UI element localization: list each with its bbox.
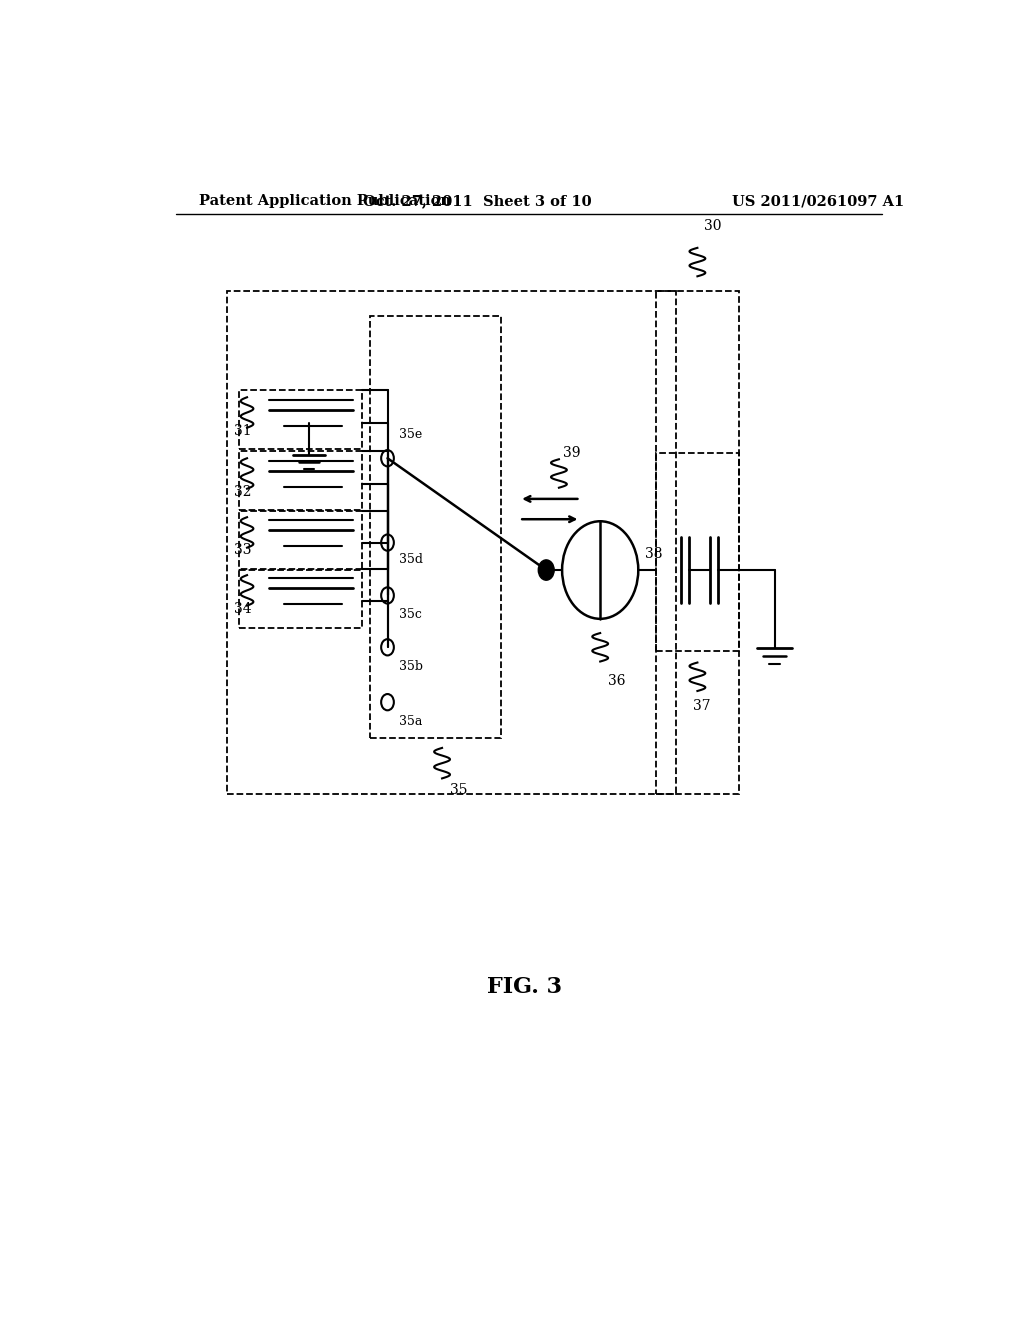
Text: Patent Application Publication: Patent Application Publication: [200, 194, 452, 209]
Text: FIG. 3: FIG. 3: [487, 975, 562, 998]
Text: 30: 30: [703, 219, 721, 232]
Text: 38: 38: [645, 546, 663, 561]
Text: 31: 31: [233, 424, 251, 438]
Circle shape: [539, 560, 554, 581]
Text: 32: 32: [233, 484, 251, 499]
Bar: [240, 391, 362, 449]
Text: 35d: 35d: [399, 553, 423, 566]
Bar: [240, 451, 362, 510]
Text: 35e: 35e: [399, 428, 423, 441]
Bar: [370, 315, 501, 738]
Bar: [227, 290, 676, 793]
Text: US 2011/0261097 A1: US 2011/0261097 A1: [732, 194, 904, 209]
Text: 35b: 35b: [399, 660, 423, 673]
Text: 35a: 35a: [399, 714, 423, 727]
Text: 36: 36: [608, 675, 626, 688]
Text: 37: 37: [693, 700, 711, 713]
Bar: [655, 290, 739, 793]
Text: 35c: 35c: [399, 607, 422, 620]
Text: 34: 34: [233, 602, 251, 615]
Text: 33: 33: [233, 543, 251, 557]
Text: Oct. 27, 2011  Sheet 3 of 10: Oct. 27, 2011 Sheet 3 of 10: [362, 194, 592, 209]
Bar: [655, 453, 739, 651]
Text: 35: 35: [450, 783, 468, 797]
Text: 39: 39: [563, 446, 581, 461]
Bar: [240, 511, 362, 570]
Bar: [240, 569, 362, 628]
